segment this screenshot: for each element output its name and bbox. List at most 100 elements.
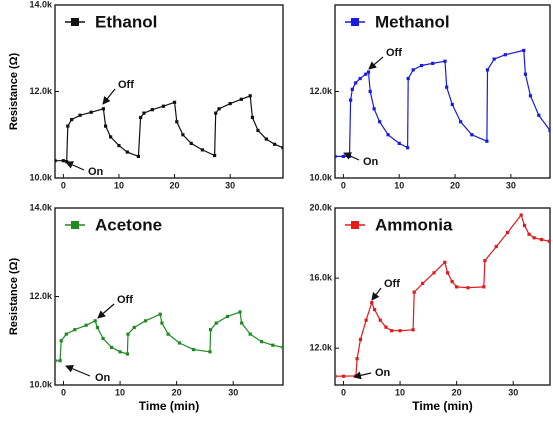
data-point — [505, 230, 510, 235]
y-tick-label: 10.0k — [29, 379, 53, 389]
x-tick-label: 30 — [225, 180, 235, 190]
y-tick-label: 14.0k — [29, 0, 53, 9]
data-point — [271, 343, 275, 347]
data-point — [181, 133, 185, 137]
plot-data — [55, 94, 283, 164]
legend-marker — [71, 221, 79, 229]
x-tick-label: 20 — [450, 180, 460, 190]
data-point — [349, 98, 353, 102]
data-point — [522, 48, 526, 53]
data-point — [335, 374, 337, 378]
x-tick-label: 20 — [172, 387, 182, 397]
data-point — [364, 318, 368, 322]
data-point — [358, 76, 362, 81]
annotation-arrow — [343, 152, 360, 161]
data-point — [200, 148, 204, 152]
data-point — [126, 332, 130, 336]
annotation: On — [363, 156, 379, 168]
data-point — [547, 239, 550, 243]
data-point — [240, 321, 244, 325]
data-point — [459, 120, 463, 124]
data-point — [354, 81, 358, 85]
data-point — [175, 120, 179, 124]
data-point — [109, 345, 114, 349]
annotation: Off — [118, 79, 134, 91]
annotation: Off — [117, 294, 133, 306]
legend-label: Ammonia — [375, 215, 453, 234]
data-point — [273, 142, 277, 146]
panel: 10.0k 12.0k 0 10 20 30 Methanol Off On — [309, 4, 551, 190]
data-point — [89, 110, 93, 114]
data-point — [397, 141, 401, 145]
annotation-arrow — [97, 303, 115, 319]
data-point — [118, 350, 122, 354]
x-tick-label: 0 — [61, 180, 66, 190]
annotation: On — [95, 372, 111, 384]
data-point — [70, 118, 74, 122]
x-tick-label: 10 — [394, 180, 404, 190]
x-tick-label: 20 — [170, 180, 180, 190]
legend-label: Ethanol — [95, 12, 157, 31]
data-point — [73, 328, 77, 332]
data-point — [161, 104, 166, 108]
panel: 10.0k 12.0k 14.0k 0 10 20 30 Resistance (Ω) Etha… — [8, 0, 284, 190]
data-point — [364, 72, 368, 76]
data-point — [355, 357, 359, 361]
plot-data — [55, 310, 283, 363]
y-tick-label: 12.0k — [309, 343, 333, 353]
data-point — [95, 325, 100, 330]
x-tick-label: 30 — [508, 387, 518, 397]
data-point — [455, 285, 459, 289]
data-point — [78, 113, 82, 117]
data-point — [494, 244, 498, 249]
data-point — [341, 154, 345, 158]
data-point — [150, 108, 154, 112]
legend-marker — [351, 18, 359, 26]
data-point — [503, 53, 507, 57]
data-point — [450, 102, 454, 107]
data-point — [445, 271, 450, 275]
plot-frame — [54, 4, 284, 179]
data-point — [384, 325, 388, 329]
data-point — [239, 97, 243, 101]
annotation-arrow — [368, 56, 384, 70]
data-line — [55, 311, 283, 362]
data-point — [539, 237, 544, 242]
annotation-arrow — [65, 161, 85, 171]
data-point — [84, 323, 88, 327]
x-tick-label: 30 — [506, 180, 516, 190]
data-point — [248, 332, 252, 336]
data-point — [125, 352, 130, 356]
data-point — [93, 319, 97, 323]
data-point — [432, 271, 436, 275]
data-point — [419, 63, 424, 68]
data-point — [485, 68, 490, 72]
data-point — [66, 124, 70, 128]
panel: 10.0k 12.0k 14.0k 0 10 20 30 Resistance (Ω) Time… — [8, 202, 284, 413]
data-point — [143, 319, 148, 323]
data-point — [445, 85, 449, 89]
data-point — [450, 280, 454, 284]
data-point — [104, 124, 108, 128]
data-point — [358, 337, 363, 342]
data-point — [177, 341, 182, 345]
annotation: Off — [386, 47, 402, 59]
data-point — [406, 76, 410, 81]
data-point — [386, 133, 390, 137]
data-point — [370, 301, 374, 305]
data-point — [158, 312, 162, 316]
data-point — [214, 111, 218, 115]
legend-label: Acetone — [95, 215, 162, 234]
data-point — [61, 159, 65, 163]
x-tick-label: 20 — [452, 387, 462, 397]
data-point — [443, 59, 447, 63]
data-point — [225, 314, 230, 319]
x-tick-label: 30 — [228, 387, 238, 397]
data-point — [214, 321, 218, 325]
data-point — [412, 290, 416, 294]
data-line — [55, 94, 283, 163]
annotation-arrow — [353, 371, 372, 380]
data-point — [208, 350, 212, 354]
data-point — [132, 325, 136, 330]
